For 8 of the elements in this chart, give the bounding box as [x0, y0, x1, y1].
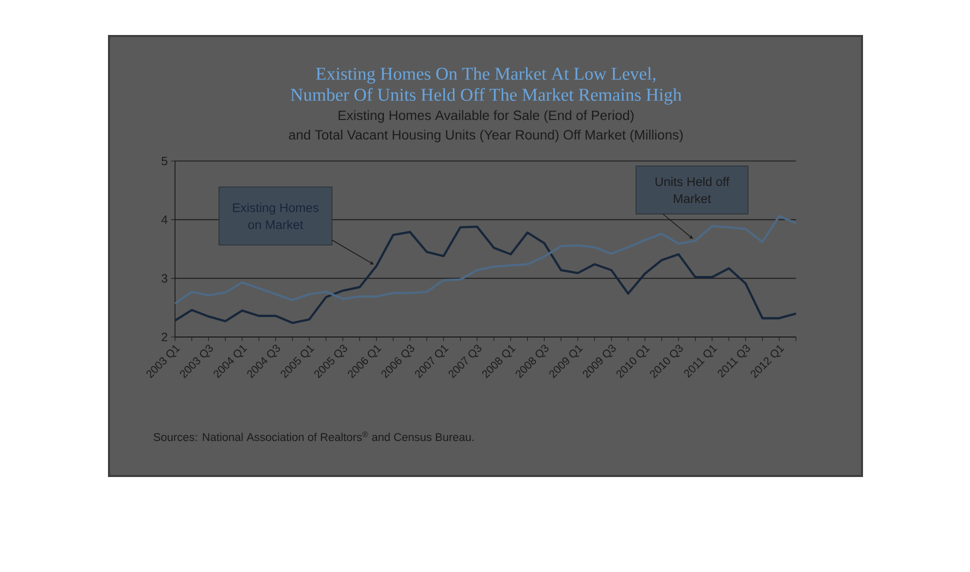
y-tick-label: 4 — [161, 216, 168, 224]
series-label: Units Held off Market — [656, 176, 730, 204]
y-tick-label: 5 — [162, 156, 168, 166]
y-tick-label: 2 — [162, 332, 168, 342]
chart-subtitle: Existing Homes Available for Sale (End of Period) and Total Vacant Housing Units (Year Round) Off Market (Millions) — [288, 110, 683, 142]
chart-title: Existing Homes On The Market At Low Level, Number Of Units Held Off The Market Remains High — [290, 67, 682, 105]
source-note: Sources: National Association of Realtors$^{®}$ and Census Bureau. — [154, 432, 474, 442]
y-tick-label: 3 — [162, 274, 168, 283]
